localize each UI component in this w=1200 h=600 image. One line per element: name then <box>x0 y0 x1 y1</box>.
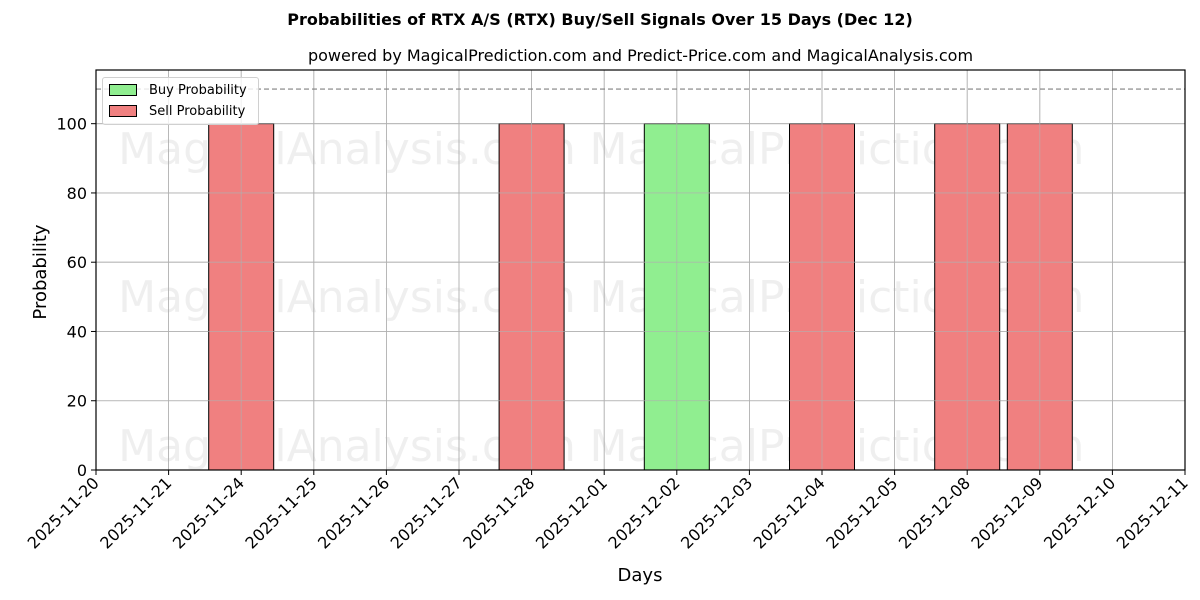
chart-subtitle: powered by MagicalPrediction.com and Pre… <box>307 46 974 65</box>
x-tick-label: 2025-12-10 <box>1040 473 1119 552</box>
x-tick-label: 2025-11-27 <box>387 473 466 552</box>
legend-item-sell: Sell Probability <box>109 103 245 119</box>
x-tick-label: 2025-11-24 <box>169 473 248 552</box>
y-tick-label: 80 <box>67 184 87 203</box>
x-tick-label: 2025-12-04 <box>750 473 829 552</box>
legend: Buy Probability Sell Probability <box>102 77 259 125</box>
x-tick-label: 2025-12-02 <box>604 473 683 552</box>
x-tick-label: 2025-11-28 <box>459 473 538 552</box>
y-tick-label: 60 <box>67 253 87 272</box>
x-tick-label: 2025-12-09 <box>967 473 1046 552</box>
y-axis-label: Probability <box>30 224 51 319</box>
x-tick-label: 2025-11-26 <box>314 473 393 552</box>
x-tick-label: 2025-12-05 <box>822 473 901 552</box>
y-tick-label: 20 <box>67 392 87 411</box>
y-tick-label: 0 <box>77 461 87 480</box>
x-tick-label: 2025-12-11 <box>1113 473 1192 552</box>
buy-swatch-icon <box>109 84 137 96</box>
legend-label-buy: Buy Probability <box>149 82 247 98</box>
x-tick-label: 2025-11-21 <box>96 473 175 552</box>
chart-title: Probabilities of RTX A/S (RTX) Buy/Sell … <box>287 10 913 29</box>
x-tick-label: 2025-12-01 <box>532 473 611 552</box>
x-tick-label: 2025-11-25 <box>241 473 320 552</box>
x-axis-label: Days <box>618 565 663 586</box>
bars <box>95 70 1186 471</box>
x-tick-label: 2025-12-03 <box>677 473 756 552</box>
y-tick-label: 100 <box>56 115 87 134</box>
y-tick-label: 40 <box>67 322 87 341</box>
x-tick-label: 2025-11-20 <box>24 473 103 552</box>
sell-swatch-icon <box>109 105 137 117</box>
x-tick-label: 2025-12-08 <box>895 473 974 552</box>
legend-label-sell: Sell Probability <box>149 103 246 119</box>
legend-item-buy: Buy Probability <box>109 82 247 98</box>
